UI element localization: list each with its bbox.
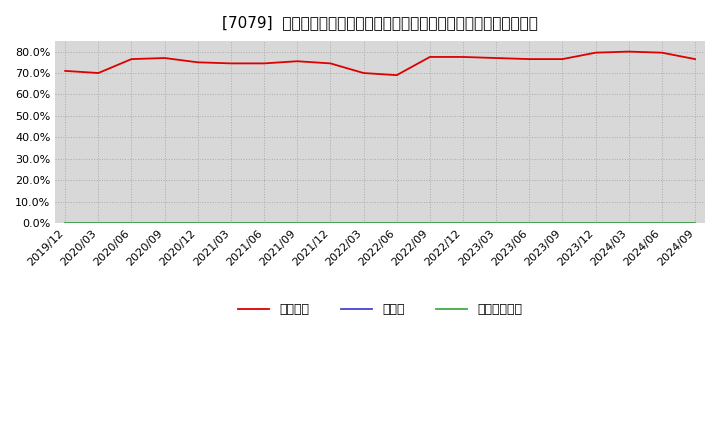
自己資本 bbox=[194, 60, 202, 65]
繰延税金資産 bbox=[326, 220, 335, 226]
のれん bbox=[492, 220, 500, 226]
繰延税金資産 bbox=[459, 220, 467, 226]
のれん bbox=[690, 220, 699, 226]
繰延税金資産 bbox=[127, 220, 136, 226]
のれん bbox=[94, 220, 103, 226]
のれん bbox=[459, 220, 467, 226]
繰延税金資産 bbox=[558, 220, 567, 226]
自己資本 bbox=[624, 49, 633, 54]
のれん bbox=[591, 220, 600, 226]
自己資本 bbox=[591, 50, 600, 55]
のれん bbox=[558, 220, 567, 226]
繰延税金資産 bbox=[392, 220, 401, 226]
自己資本 bbox=[657, 50, 666, 55]
自己資本 bbox=[61, 68, 70, 73]
のれん bbox=[359, 220, 368, 226]
自己資本 bbox=[359, 70, 368, 76]
自己資本 bbox=[293, 59, 302, 64]
のれん bbox=[61, 220, 70, 226]
自己資本 bbox=[161, 55, 169, 61]
のれん bbox=[624, 220, 633, 226]
繰延税金資産 bbox=[591, 220, 600, 226]
繰延税金資産 bbox=[260, 220, 269, 226]
のれん bbox=[161, 220, 169, 226]
Title: [7079]  自己資本、のれん、繰延税金資産の総資産に対する比率の推移: [7079] 自己資本、のれん、繰延税金資産の総資産に対する比率の推移 bbox=[222, 15, 538, 30]
自己資本 bbox=[94, 70, 103, 76]
繰延税金資産 bbox=[525, 220, 534, 226]
自己資本 bbox=[392, 73, 401, 78]
繰延税金資産 bbox=[624, 220, 633, 226]
のれん bbox=[293, 220, 302, 226]
のれん bbox=[194, 220, 202, 226]
のれん bbox=[525, 220, 534, 226]
自己資本 bbox=[690, 56, 699, 62]
のれん bbox=[326, 220, 335, 226]
自己資本 bbox=[260, 61, 269, 66]
繰延税金資産 bbox=[94, 220, 103, 226]
繰延税金資産 bbox=[359, 220, 368, 226]
のれん bbox=[657, 220, 666, 226]
繰延税金資産 bbox=[161, 220, 169, 226]
のれん bbox=[127, 220, 136, 226]
のれん bbox=[260, 220, 269, 226]
自己資本 bbox=[127, 56, 136, 62]
繰延税金資産 bbox=[426, 220, 434, 226]
自己資本 bbox=[227, 61, 235, 66]
自己資本 bbox=[558, 56, 567, 62]
のれん bbox=[426, 220, 434, 226]
繰延税金資産 bbox=[293, 220, 302, 226]
自己資本 bbox=[459, 54, 467, 59]
のれん bbox=[392, 220, 401, 226]
繰延税金資産 bbox=[194, 220, 202, 226]
繰延税金資産 bbox=[690, 220, 699, 226]
自己資本 bbox=[326, 61, 335, 66]
繰延税金資産 bbox=[492, 220, 500, 226]
自己資本 bbox=[426, 54, 434, 59]
繰延税金資産 bbox=[657, 220, 666, 226]
Line: 自己資本: 自己資本 bbox=[66, 51, 695, 75]
繰延税金資産 bbox=[61, 220, 70, 226]
自己資本 bbox=[492, 55, 500, 61]
Legend: 自己資本, のれん, 繰延税金資産: 自己資本, のれん, 繰延税金資産 bbox=[233, 298, 527, 322]
繰延税金資産 bbox=[227, 220, 235, 226]
自己資本 bbox=[525, 56, 534, 62]
のれん bbox=[227, 220, 235, 226]
